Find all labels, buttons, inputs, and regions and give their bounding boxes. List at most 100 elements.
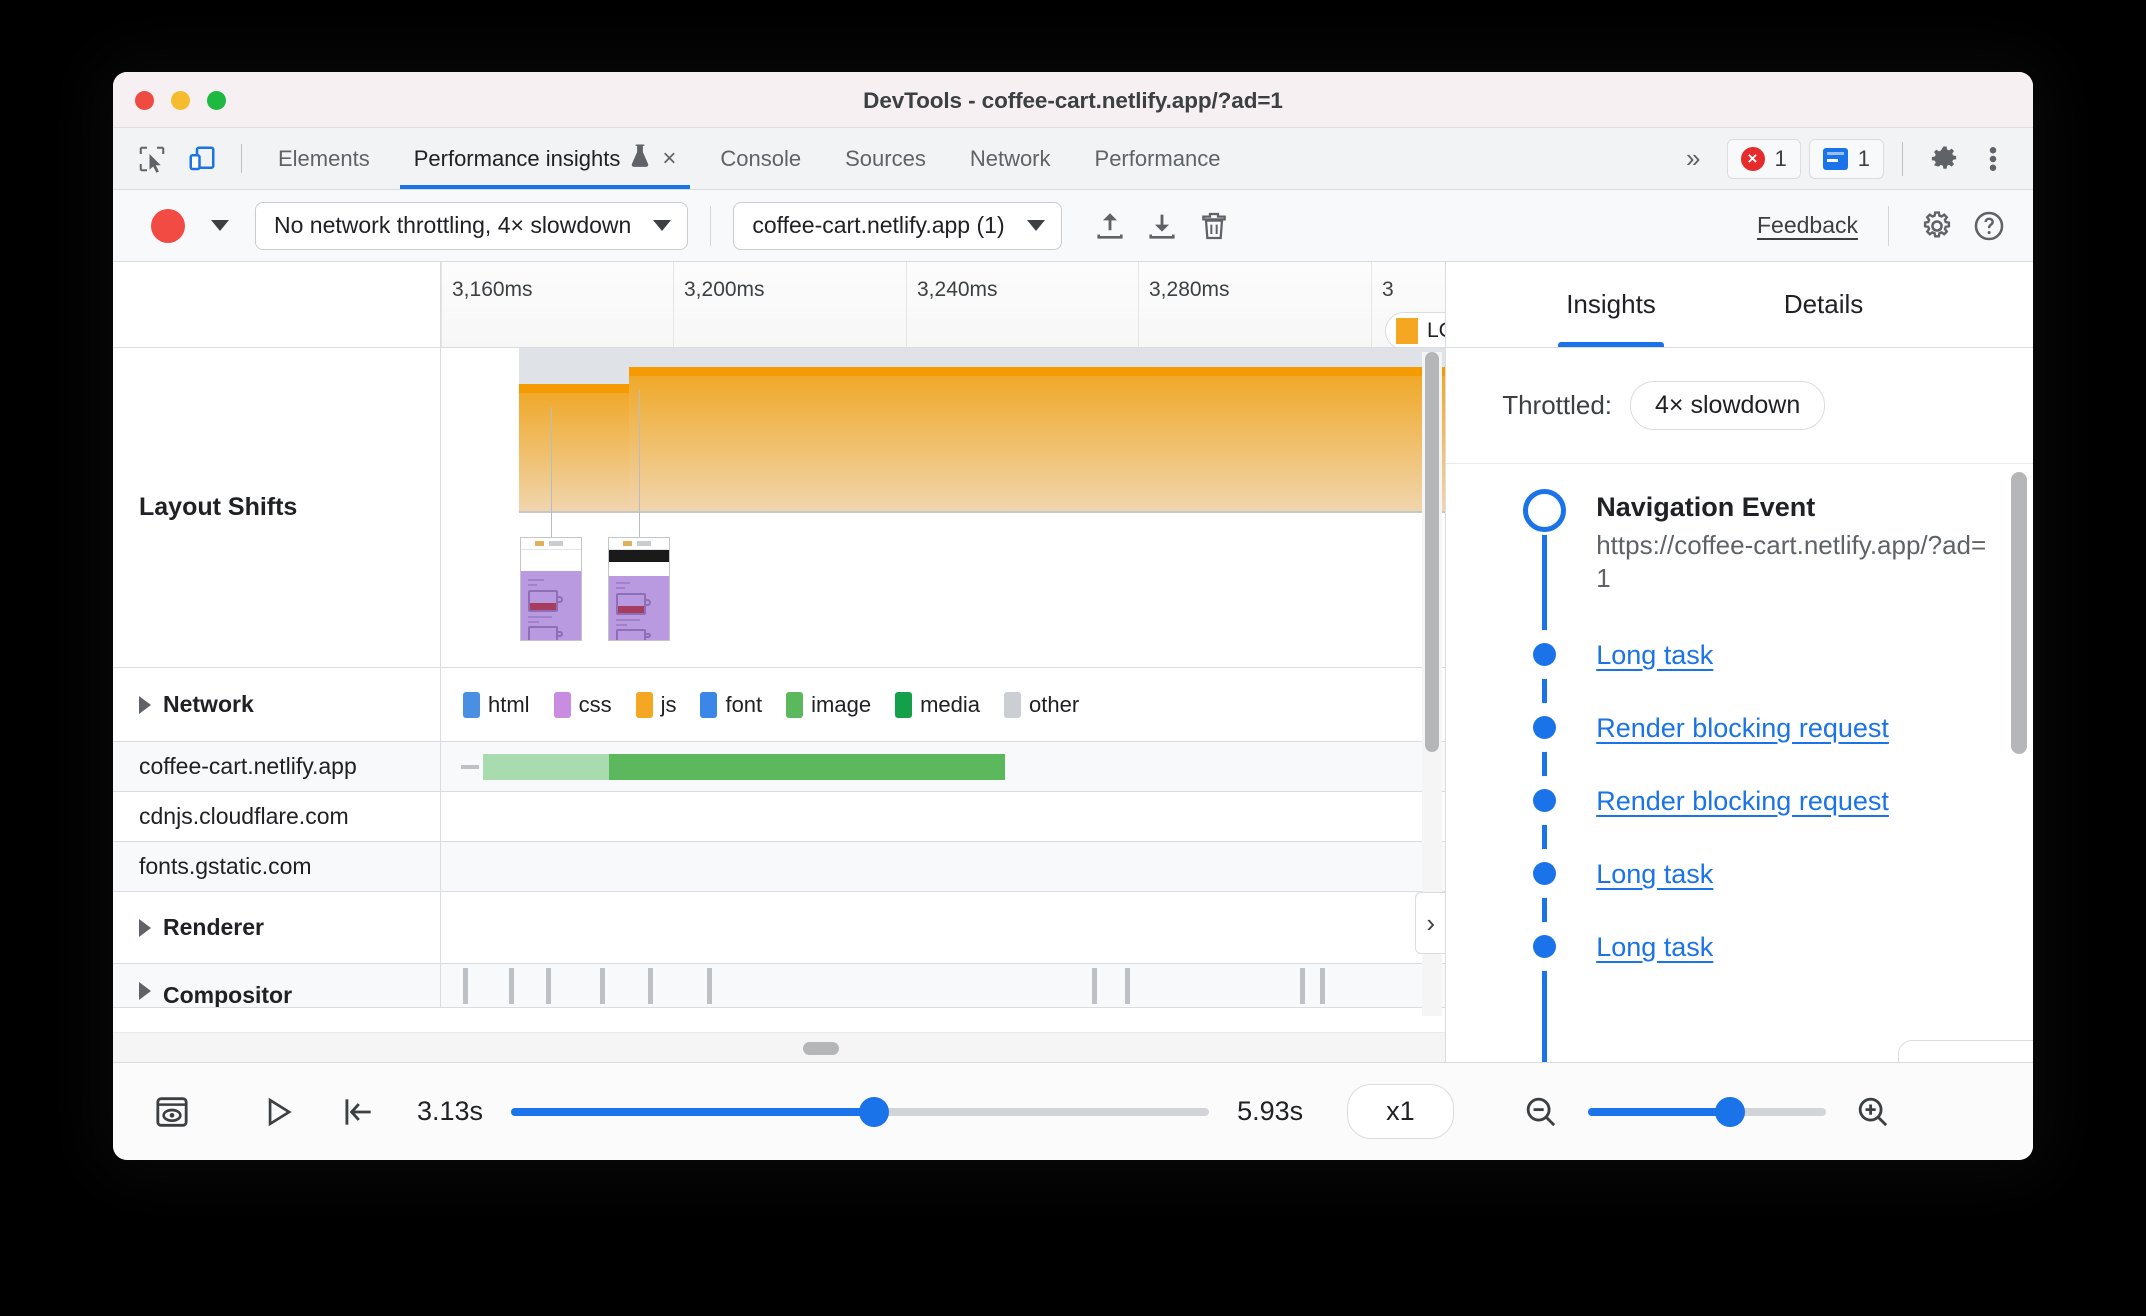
tabbar-spacer (1242, 128, 1664, 189)
timeline-ruler[interactable]: 3,160ms 3,200ms 3,240ms 3,280ms 3 LC (113, 262, 1446, 348)
request-domain-label[interactable]: fonts.gstatic.com (113, 842, 441, 891)
expand-details-button[interactable]: › (1415, 892, 1446, 954)
clear-trace-button[interactable] (1188, 200, 1240, 252)
request-timeline-body[interactable] (441, 842, 1445, 891)
insight-render-blocking-2[interactable]: Render blocking request (1446, 775, 2033, 825)
tab-sources[interactable]: Sources (823, 128, 948, 189)
playback-speed-button[interactable]: x1 (1347, 1084, 1454, 1139)
throttling-select[interactable]: No network throttling, 4× slowdown (255, 201, 689, 250)
error-icon: × (1740, 146, 1765, 171)
request-domain-label[interactable]: coffee-cart.netlify.app (113, 742, 441, 791)
throttled-value-chip[interactable]: 4× slowdown (1630, 381, 1826, 430)
track-row-request[interactable]: cdnjs.cloudflare.com (113, 792, 1446, 842)
zoom-slider[interactable] (1587, 1096, 1826, 1127)
slider-knob[interactable] (859, 1096, 890, 1127)
sidebar-scrollbar-thumb[interactable] (2011, 472, 2027, 754)
track-row-request[interactable]: fonts.gstatic.com (113, 842, 1446, 892)
legend-swatch-font (700, 691, 718, 718)
insight-render-blocking-1[interactable]: Render blocking request (1446, 702, 2033, 752)
tab-insights[interactable]: Insights (1536, 262, 1686, 347)
layout-shift-marker (629, 367, 1446, 376)
tab-details[interactable]: Details (1754, 262, 1893, 347)
insight-link[interactable]: Long task (1596, 931, 1714, 962)
tab-performance[interactable]: Performance (1073, 128, 1243, 189)
insight-link[interactable]: Render blocking request (1596, 785, 1889, 816)
window-controls[interactable] (135, 91, 226, 110)
track-row-network[interactable]: Network html css (113, 668, 1446, 742)
time-range-slider[interactable] (511, 1096, 1210, 1127)
ruler-tick: 3,200ms (673, 262, 765, 347)
timeline-horizontal-scrollbar[interactable] (113, 1032, 1446, 1062)
play-button[interactable] (245, 1079, 311, 1145)
insight-partial-chip[interactable] (1898, 1040, 2033, 1062)
zoom-in-button[interactable] (1840, 1079, 1906, 1145)
download-trace-button[interactable] (1136, 200, 1188, 252)
scrollbar-thumb[interactable] (803, 1042, 839, 1055)
inspect-element-button[interactable] (127, 128, 177, 189)
request-timeline-body[interactable] (441, 742, 1445, 791)
track-row-compositor[interactable]: Compositor (113, 964, 1446, 1008)
track-label-compositor[interactable]: Compositor (113, 964, 441, 1007)
screenshot-thumbnails[interactable] (441, 390, 1445, 667)
track-row-request[interactable]: coffee-cart.netlify.app (113, 742, 1446, 792)
tab-elements[interactable]: Elements (256, 128, 392, 189)
insight-node-icon (1520, 702, 1570, 752)
track-label-layout-shifts[interactable]: Layout Shifts (113, 348, 441, 667)
request-bar[interactable] (483, 754, 1005, 780)
timeline-tracks[interactable]: Layout Shifts (113, 348, 1446, 1062)
close-window-button[interactable] (135, 91, 154, 110)
upload-trace-button[interactable] (1084, 200, 1136, 252)
slider-knob[interactable] (1715, 1096, 1746, 1127)
timeline-vertical-scrollbar[interactable] (1422, 352, 1443, 1016)
screenshot-thumbnail[interactable] (608, 537, 670, 641)
panel-settings-button[interactable] (1911, 200, 1963, 252)
request-domain-label[interactable]: cdnjs.cloudflare.com (113, 792, 441, 841)
insight-long-task-1[interactable]: Long task (1446, 629, 2033, 679)
insight-link[interactable]: Long task (1596, 639, 1714, 670)
tab-console[interactable]: Console (698, 128, 823, 189)
track-body-renderer[interactable] (441, 892, 1445, 963)
request-bar-download (609, 754, 1005, 780)
jump-to-start-button[interactable] (325, 1079, 391, 1145)
close-tab-icon[interactable]: × (662, 144, 677, 172)
legend-label: css (578, 691, 612, 717)
request-timeline-body[interactable] (441, 792, 1445, 841)
tabbar-right-divider (1902, 141, 1903, 176)
screenshot-thumbnail[interactable] (520, 537, 582, 641)
legend-label: media (920, 691, 980, 717)
insight-long-task-3[interactable]: Long task (1446, 921, 2033, 971)
insight-navigation-event[interactable]: Navigation Event https://coffee-cart.net… (1446, 464, 2033, 596)
lcp-marker-badge[interactable]: LC (1385, 312, 1446, 347)
track-body-compositor[interactable] (441, 964, 1445, 1007)
maximize-window-button[interactable] (207, 91, 226, 110)
insight-long-task-2[interactable]: Long task (1446, 848, 2033, 898)
minimize-window-button[interactable] (171, 91, 190, 110)
scrollbar-thumb[interactable] (1425, 352, 1440, 752)
tab-performance-insights[interactable]: Performance insights × (392, 128, 699, 189)
record-options-caret-icon[interactable] (211, 220, 229, 231)
layout-shift-canvas[interactable] (441, 348, 1446, 667)
error-count-badge[interactable]: × 1 (1726, 138, 1801, 179)
track-row-layout-shifts[interactable]: Layout Shifts (113, 348, 1446, 668)
screenshot-toggle-button[interactable] (139, 1079, 205, 1145)
zoom-out-button[interactable] (1508, 1079, 1574, 1145)
device-toolbar-button[interactable] (177, 128, 227, 189)
track-label-renderer[interactable]: Renderer (113, 892, 441, 963)
track-row-renderer[interactable]: Renderer (113, 892, 1446, 964)
page-select[interactable]: coffee-cart.netlify.app (1) (733, 201, 1062, 250)
devtools-more-options-button[interactable] (1969, 144, 2017, 174)
insight-link[interactable]: Long task (1596, 858, 1714, 889)
range-start-label: 3.13s (417, 1096, 484, 1126)
help-button[interactable] (1963, 200, 2015, 252)
feedback-link[interactable]: Feedback (1756, 212, 1858, 238)
devtools-settings-button[interactable] (1921, 144, 1969, 174)
track-body-layout-shifts[interactable] (441, 348, 1446, 667)
record-button[interactable] (151, 208, 185, 243)
track-label-network[interactable]: Network (113, 668, 441, 741)
tab-network[interactable]: Network (948, 128, 1073, 189)
insights-list[interactable]: Navigation Event https://coffee-cart.net… (1446, 464, 2033, 1062)
message-count-badge[interactable]: 1 (1808, 138, 1884, 179)
insight-link[interactable]: Render blocking request (1596, 712, 1889, 743)
more-tabs-button[interactable]: » (1686, 143, 1701, 173)
